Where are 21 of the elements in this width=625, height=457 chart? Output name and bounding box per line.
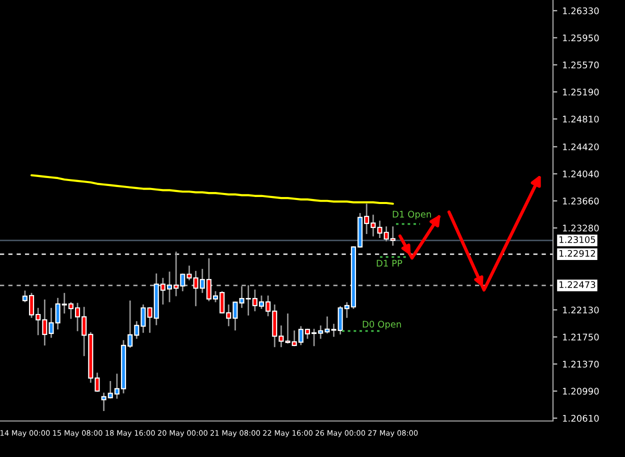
ref-line-label: 1.22473 <box>560 281 596 288</box>
y-tick-label: 1.21370 <box>563 360 599 368</box>
ref-line-label: 1.23105 <box>560 236 596 244</box>
y-tick-label: 1.25950 <box>563 34 599 42</box>
annotation: D1 PP <box>376 260 402 266</box>
y-tick-label: 1.21750 <box>563 334 599 340</box>
y-tick-label: 1.20610 <box>563 414 599 422</box>
y-tick-label: 1.24040 <box>563 170 599 178</box>
y-tick-label: 1.26330 <box>563 7 599 14</box>
y-tick-label: 1.20990 <box>563 388 599 395</box>
y-tick-label: 1.23280 <box>563 224 599 232</box>
y-tick-label: 1.25190 <box>563 88 599 96</box>
y-tick-label: 1.24420 <box>563 143 599 150</box>
y-tick-label: 1.23660 <box>563 198 599 204</box>
annotation: D1 Open <box>392 210 431 220</box>
y-tick-label: 1.24810 <box>563 116 599 123</box>
y-tick-label: 1.22130 <box>563 306 599 314</box>
line-series <box>30 174 394 205</box>
ref-line-label: 1.22912 <box>560 250 595 257</box>
y-tick-label: 1.25570 <box>563 62 599 68</box>
annotation: D0 Open <box>362 320 401 330</box>
